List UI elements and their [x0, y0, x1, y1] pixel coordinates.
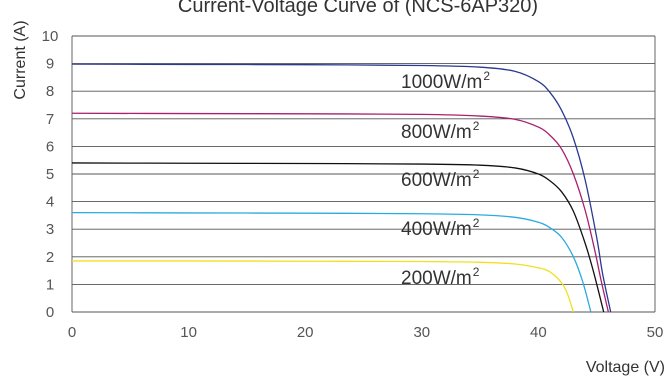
y-tick-label-2: 2	[46, 249, 54, 266]
series-label-superscript: 2	[473, 167, 480, 181]
x-tick-labels: 0 10 20 30 40 50	[68, 324, 664, 341]
series-label: 200W/m	[401, 268, 472, 289]
series-label-superscript: 2	[473, 216, 480, 230]
y-tick-label-8: 8	[46, 83, 54, 100]
y-tick-label-7: 7	[46, 111, 54, 128]
y-axis-title: Current (A)	[12, 20, 29, 99]
y-tick-label-1: 1	[46, 276, 54, 293]
series-label-superscript: 2	[483, 69, 490, 83]
series-label: 400W/m	[401, 219, 472, 240]
y-tick-label-4: 4	[46, 194, 54, 211]
x-tick-label-50: 50	[647, 324, 664, 341]
y-tick-label-10: 10	[42, 28, 59, 45]
series-label-superscript: 2	[473, 265, 480, 279]
y-tick-label-5: 5	[46, 166, 54, 183]
series-label: 1000W/m	[401, 72, 482, 93]
x-tick-label-30: 30	[413, 324, 430, 341]
series-label: 800W/m	[401, 122, 472, 143]
curve-600w-m	[72, 163, 604, 312]
chart-title: Current-Voltage Curve of (NCS-6AP320)	[178, 0, 538, 17]
x-tick-label-40: 40	[530, 324, 547, 341]
curve-400w-m	[72, 213, 591, 312]
x-tick-label-0: 0	[68, 324, 76, 341]
grid	[72, 36, 655, 312]
y-tick-label-9: 9	[46, 56, 54, 73]
y-tick-label-0: 0	[46, 304, 54, 321]
y-tick-labels: 0 1 2 3 4 5 6 7 8 9 10	[42, 28, 59, 321]
y-tick-label-3: 3	[46, 221, 54, 238]
series-label: 600W/m	[401, 170, 472, 191]
curve-1000w-m	[72, 64, 611, 312]
x-axis-title: Voltage (V)	[586, 359, 665, 376]
curves	[72, 64, 611, 312]
series-label-superscript: 2	[473, 119, 480, 133]
curve-200w-m	[72, 261, 573, 312]
x-tick-label-10: 10	[180, 324, 197, 341]
y-tick-label-6: 6	[46, 138, 54, 155]
x-tick-label-20: 20	[297, 324, 314, 341]
